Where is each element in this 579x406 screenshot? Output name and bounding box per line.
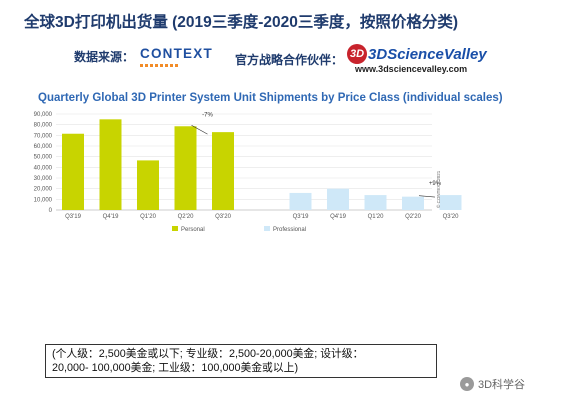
bar	[364, 195, 387, 210]
bar	[174, 126, 197, 210]
x-tick-label: Q1'20	[368, 214, 384, 220]
context-logo-dots	[140, 64, 179, 67]
sciencevalley-url: www.3dsciencevalley.com	[355, 64, 468, 74]
y-tick-label: 30,000	[34, 176, 53, 182]
x-tick-label: Q3'19	[65, 214, 81, 220]
x-tick-label: Q1'20	[140, 214, 156, 220]
bar	[327, 188, 349, 210]
legend-label: Personal	[181, 227, 205, 233]
x-tick-label: Q3'19	[293, 214, 309, 220]
bar	[402, 196, 424, 210]
sciencevalley-badge-icon: 3D	[347, 44, 368, 64]
y-tick-label: 40,000	[34, 165, 53, 171]
y-tick-label: 90,000	[34, 112, 53, 118]
y-tick-label: 0	[49, 208, 53, 214]
y-tick-label: 20,000	[34, 187, 53, 193]
x-tick-label: Q2'20	[405, 214, 421, 220]
data-source: 数据来源： CONTEXT	[74, 46, 213, 67]
watermark-text: 3D科学谷	[478, 379, 526, 391]
source-label: 数据来源：	[74, 50, 135, 64]
chart-title: Quarterly Global 3D Printer System Unit …	[38, 92, 503, 104]
copyright-text: © CONTEXT 2021	[435, 170, 441, 208]
page-title: 全球3D打印机出货量 (2019三季度-2020三季度，按照价格分类)	[24, 14, 459, 31]
watermark: ● 3D科学谷	[460, 376, 525, 392]
annotation-label: +9%	[429, 181, 442, 187]
sciencevalley-logo-text: 3DScienceValley	[368, 45, 487, 63]
bar	[62, 133, 84, 210]
bar	[289, 192, 312, 210]
x-tick-label: Q4'19	[103, 214, 119, 220]
context-logo-text: CONTEXT	[140, 46, 213, 61]
note-line-2: 20,000- 100,000美金; 工业级：100,000美金或以上)	[52, 362, 299, 374]
bar	[439, 195, 462, 210]
partner-label: 官方战略合作伙伴：	[235, 52, 344, 67]
x-tick-label: Q3'20	[215, 214, 231, 220]
bar	[99, 119, 122, 210]
partner-row: 官方战略合作伙伴： 3D 3DScienceValley www.3dscien…	[235, 44, 487, 74]
legend-label: Professional	[273, 227, 306, 233]
x-tick-label: Q4'19	[330, 214, 346, 220]
y-tick-label: 50,000	[34, 155, 53, 161]
x-tick-label: Q3'20	[443, 214, 459, 220]
y-tick-label: 60,000	[34, 144, 53, 150]
y-tick-label: 70,000	[34, 133, 53, 139]
sciencevalley-logo: 3D 3DScienceValley www.3dsciencevalley.c…	[347, 44, 487, 74]
annotation-line	[191, 125, 208, 135]
y-tick-label: 10,000	[34, 197, 53, 203]
x-tick-label: Q2'20	[178, 214, 194, 220]
bar	[137, 160, 159, 210]
y-tick-label: 80,000	[34, 123, 53, 129]
bar	[212, 132, 234, 210]
note-line-1: (个人级：2,500美金或以下; 专业级：2,500-20,000美金; 设计级…	[52, 348, 364, 360]
annotation-label: -7%	[202, 112, 213, 118]
legend-swatch	[264, 226, 270, 231]
legend-swatch	[172, 226, 178, 231]
annotation-line	[418, 195, 436, 198]
price-class-note: (个人级：2,500美金或以下; 专业级：2,500-20,000美金; 设计级…	[45, 344, 437, 378]
shipments-chart: 0 10,000 20,000 30,000 40,000 50,000 60,000 70,…	[34, 112, 462, 233]
wechat-icon: ●	[460, 377, 474, 391]
context-logo: CONTEXT	[140, 46, 213, 67]
